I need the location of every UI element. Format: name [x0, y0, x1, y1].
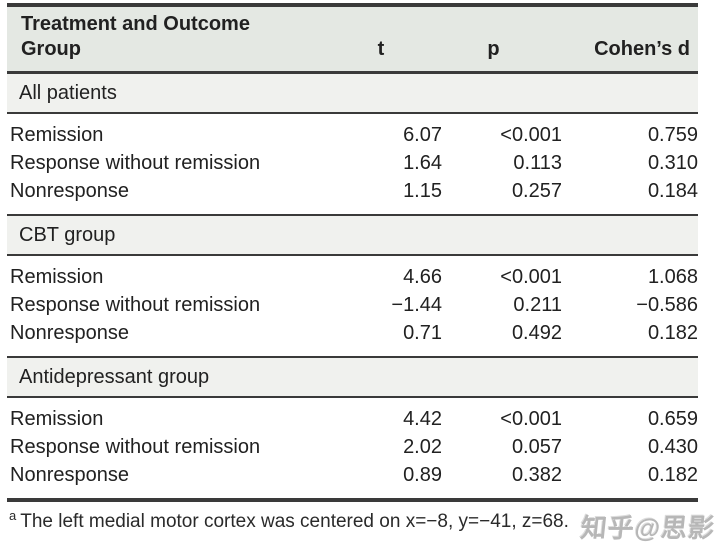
t-value: 0.71 [403, 322, 442, 344]
footnote: a The left medial motor cortex was center… [9, 507, 698, 534]
cohens-d-value: 0.659 [647, 408, 698, 430]
table-row: Nonresponse 0.89 0.382 0.182 [7, 461, 698, 500]
col-header-t: t [337, 5, 442, 73]
col-header-group-label: Treatment and Outcome Group [21, 13, 250, 60]
p-value: <0.001 [500, 408, 562, 430]
p-value: 0.257 [511, 180, 562, 202]
cohens-d-value: 0.184 [647, 180, 698, 202]
cohens-d-value: 0.182 [647, 322, 698, 344]
p-value: 0.211 [513, 294, 562, 316]
t-value: 1.64 [403, 152, 442, 174]
p-value: <0.001 [500, 266, 562, 288]
table-header-row: Treatment and Outcome Group t p Cohen’s … [7, 5, 698, 73]
col-header-cohens-d: Cohen’s d [562, 5, 698, 73]
results-table-container: Treatment and Outcome Group t p Cohen’s … [7, 3, 698, 534]
cohens-d-value: 0.759 [647, 124, 698, 146]
row-label: Remission [10, 124, 104, 146]
table-row: Remission 6.07 <0.001 0.759 [7, 113, 698, 149]
section-label: Antidepressant group [19, 366, 210, 388]
p-value: 0.113 [513, 152, 562, 174]
row-label: Response without remission [10, 152, 261, 174]
cohens-d-value: −0.586 [636, 294, 698, 316]
row-label: Nonresponse [10, 180, 129, 202]
footnote-text: The left medial motor cortex was centere… [20, 511, 569, 532]
cohens-d-value: 0.430 [647, 436, 698, 458]
row-label: Response without remission [10, 436, 261, 458]
cohens-d-value: 1.068 [647, 266, 698, 288]
row-label: Nonresponse [10, 464, 129, 486]
results-table: Treatment and Outcome Group t p Cohen’s … [7, 3, 698, 502]
p-value: 0.057 [511, 436, 562, 458]
cohens-d-value: 0.182 [647, 464, 698, 486]
t-value: −1.44 [391, 294, 442, 316]
table-row: Remission 4.42 <0.001 0.659 [7, 397, 698, 433]
col-header-p: p [442, 5, 562, 73]
section-row: All patients [7, 72, 698, 113]
section-label: All patients [19, 82, 117, 104]
t-value: 6.07 [403, 124, 442, 146]
table-row: Response without remission 2.02 0.057 0.… [7, 433, 698, 461]
t-value: 1.15 [403, 180, 442, 202]
table-row: Nonresponse 0.71 0.492 0.182 [7, 319, 698, 357]
footnote-marker: a [9, 507, 17, 523]
t-value: 2.02 [403, 436, 442, 458]
table-row: Remission 4.66 <0.001 1.068 [7, 255, 698, 291]
row-label: Remission [10, 408, 104, 430]
p-value: 0.382 [511, 464, 562, 486]
row-label: Nonresponse [10, 322, 129, 344]
row-label: Remission [10, 266, 104, 288]
col-header-group: Treatment and Outcome Group [7, 5, 337, 73]
section-all-patients: All patients Remission 6.07 <0.001 0.759… [7, 72, 698, 216]
row-label: Response without remission [10, 294, 261, 316]
t-value: 4.42 [403, 408, 442, 430]
p-value: 0.492 [511, 322, 562, 344]
table-row: Response without remission 1.64 0.113 0.… [7, 149, 698, 177]
watermark: 知乎@思影 [578, 513, 717, 543]
table-row: Response without remission −1.44 0.211 −… [7, 291, 698, 319]
section-row: Antidepressant group [7, 357, 698, 397]
p-value: <0.001 [500, 124, 562, 146]
section-cbt-group: CBT group Remission 4.66 <0.001 1.068 Re… [7, 215, 698, 357]
section-antidepressant-group: Antidepressant group Remission 4.42 <0.0… [7, 357, 698, 500]
cohens-d-value: 0.310 [647, 152, 698, 174]
t-value: 0.89 [403, 464, 442, 486]
section-label: CBT group [19, 224, 116, 246]
section-row: CBT group [7, 215, 698, 255]
t-value: 4.66 [403, 266, 442, 288]
table-row: Nonresponse 1.15 0.257 0.184 [7, 177, 698, 215]
